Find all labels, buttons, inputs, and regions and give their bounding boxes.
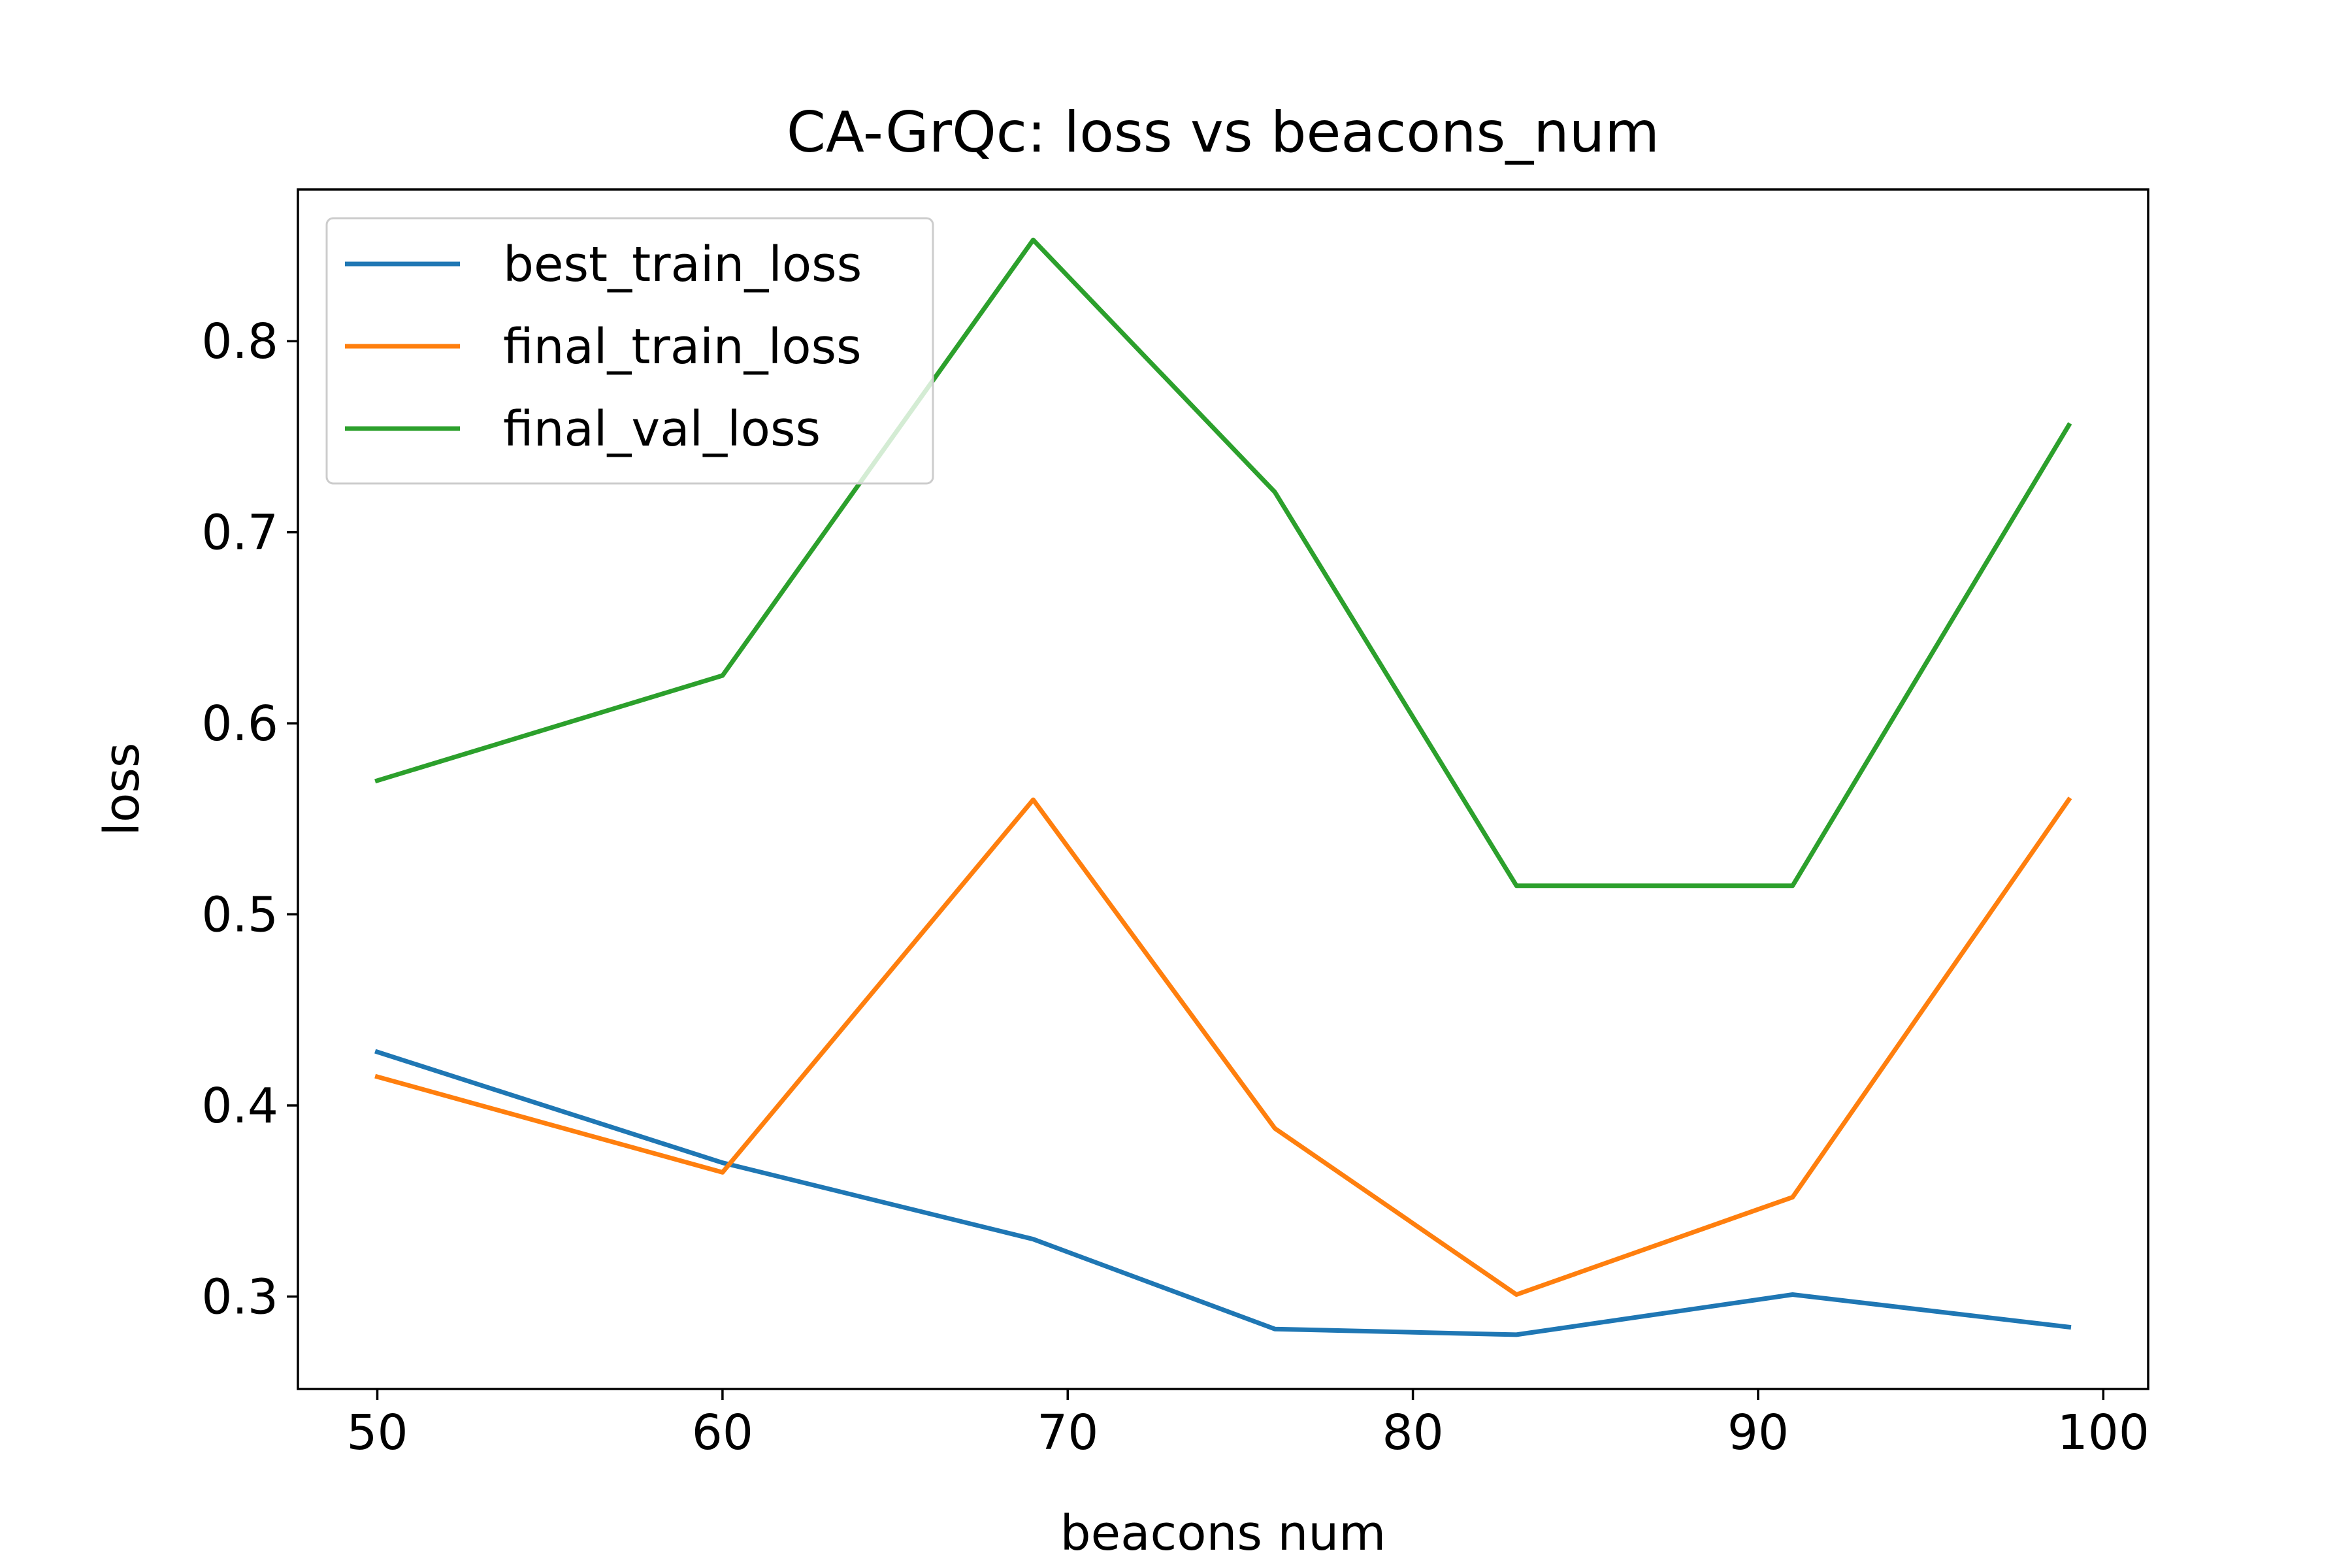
x-tick-label: 90	[1727, 1405, 1789, 1461]
chart-title: CA-GrQc: loss vs beacons_num	[787, 100, 1659, 165]
x-axis: 50 60 70 80 90 100	[346, 1389, 2149, 1461]
x-axis-label: beacons num	[1060, 1505, 1386, 1561]
y-axis-label: loss	[94, 743, 150, 836]
legend: best_train_loss final_train_loss final_val…	[325, 217, 934, 485]
series-line-final-train-loss	[374, 796, 2072, 1297]
x-tick-label: 70	[1037, 1405, 1098, 1461]
legend-label: final_train_loss	[503, 319, 862, 375]
plot-frame	[297, 188, 2149, 1390]
x-tick-label: 100	[2057, 1405, 2149, 1461]
y-tick-label: 0.6	[201, 696, 278, 752]
legend-label: final_val_loss	[503, 401, 821, 457]
y-tick-label: 0.3	[201, 1269, 278, 1325]
y-axis: 0.3 0.4 0.5 0.6 0.7 0.8	[201, 314, 298, 1325]
x-tick-label: 80	[1382, 1405, 1444, 1461]
legend-label: best_train_loss	[503, 237, 862, 293]
series-line-final-val-loss	[374, 237, 2072, 889]
series-layer	[374, 237, 2072, 1337]
y-tick-label: 0.5	[201, 887, 278, 943]
x-tick-label: 60	[692, 1405, 753, 1461]
x-tick-label: 50	[346, 1405, 408, 1461]
y-tick-label: 0.7	[201, 505, 278, 561]
legend-box	[325, 217, 934, 485]
y-tick-label: 0.8	[201, 314, 278, 370]
y-tick-label: 0.4	[201, 1078, 278, 1134]
series-line-best-train-loss	[374, 1049, 2072, 1337]
